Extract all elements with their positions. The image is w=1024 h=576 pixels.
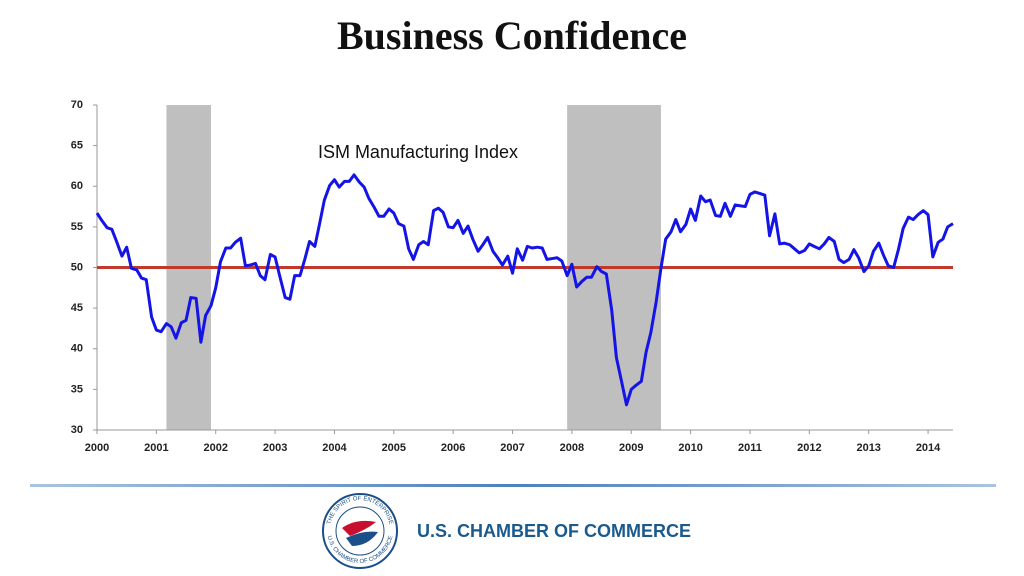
y-tick-label: 70	[71, 99, 83, 111]
x-tick-label: 2007	[500, 442, 524, 454]
x-tick-label: 2012	[797, 442, 821, 454]
organization: U.S. CHAMBER OF COMMERCE	[417, 521, 691, 541]
title: Business Confidence	[337, 13, 687, 58]
x-tick-label: 2009	[619, 442, 643, 454]
series-line	[95, 173, 954, 407]
x-tick-label: 2011	[738, 442, 762, 454]
x-tick-label: 2010	[678, 442, 702, 454]
y-tick-label: 60	[71, 180, 83, 192]
logo: THE SPIRIT OF ENTERPRISE U.S. CHAMBER OF…	[322, 493, 398, 569]
separator	[30, 484, 996, 487]
y-tick-label: 40	[71, 343, 83, 355]
x-tick-label: 2005	[382, 442, 406, 454]
x-tick-label: 2000	[85, 442, 109, 454]
chart: 30 35 40 45 50 55 60 65 70 2000 2001 2002 2003 2004 20…	[71, 99, 954, 454]
x-tick-label: 2002	[203, 442, 227, 454]
x-tick-label: 2006	[441, 442, 465, 454]
x-tick-label: 2013	[856, 442, 880, 454]
x-tick-label: 2008	[560, 442, 584, 454]
y-tick-label: 45	[71, 302, 83, 314]
y-tick-label: 30	[71, 424, 83, 436]
y-tick-label: 65	[71, 140, 83, 152]
x-tick-label: 2003	[263, 442, 287, 454]
x-tick-label: 2001	[144, 442, 168, 454]
x-tick-label: 2004	[322, 442, 347, 454]
series-label: ISM Manufacturing Index	[318, 142, 518, 162]
y-tick-label: 50	[71, 261, 83, 273]
y-tick-label: 55	[71, 221, 83, 233]
x-tick-label: 2014	[916, 442, 941, 454]
y-tick-label: 35	[71, 383, 83, 395]
